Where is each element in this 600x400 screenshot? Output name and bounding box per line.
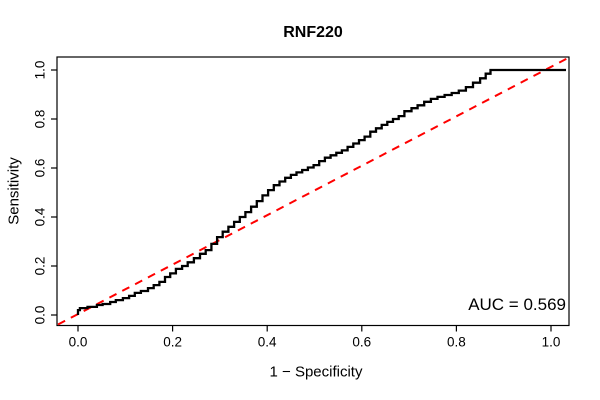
y-tick-label: 1.0 bbox=[32, 60, 48, 80]
x-axis-label: 1 − Specificity bbox=[269, 363, 363, 381]
y-tick-label: 0.2 bbox=[32, 256, 48, 276]
chance-diagonal bbox=[57, 57, 569, 326]
x-tick-label: 0.0 bbox=[68, 334, 88, 350]
y-tick-label: 0.8 bbox=[32, 109, 48, 129]
plot-title: RNF220 bbox=[283, 24, 343, 41]
x-tick-label: 0.2 bbox=[163, 334, 182, 350]
x-tick-label: 0.4 bbox=[257, 334, 277, 350]
x-tick-label: 0.6 bbox=[352, 334, 372, 350]
x-tick-label: 1.0 bbox=[541, 334, 561, 350]
y-tick-label: 0.6 bbox=[32, 158, 48, 178]
auc-annotation: AUC = 0.569 bbox=[468, 295, 566, 314]
plot-box bbox=[56, 56, 570, 327]
roc-curve bbox=[76, 68, 566, 315]
y-tick-label: 0.0 bbox=[32, 305, 48, 325]
x-tick-label: 0.8 bbox=[447, 334, 466, 350]
y-axis-label: Sensitivity bbox=[5, 157, 23, 225]
y-tick-label: 0.4 bbox=[32, 207, 48, 227]
